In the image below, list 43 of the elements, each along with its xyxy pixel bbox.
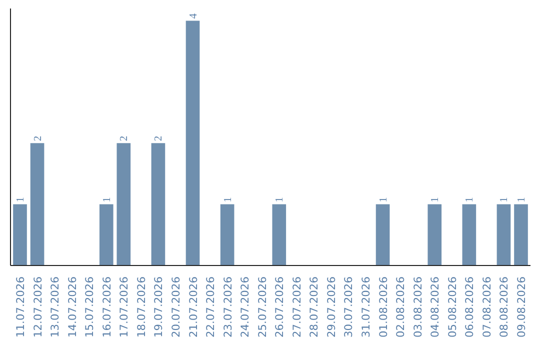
x-tick-label: 13.07.2026 [48,276,62,338]
x-tick-label: 27.07.2026 [290,276,304,338]
x-tick-label: 22.07.2026 [204,276,218,338]
data-label: 2 [119,136,130,142]
data-label: 1 [430,196,442,202]
x-tick-label: 05.08.2026 [446,276,459,338]
x-tick-label: 03.08.2026 [411,276,424,338]
x-tick-label: 02.08.2026 [394,276,408,338]
x-tick-label: 14.07.2026 [66,276,79,338]
x-tick-label: 06.08.2026 [463,276,476,338]
x-tick-label: 16.07.2026 [100,276,114,338]
x-tick-label: 04.08.2026 [428,276,442,338]
x-tick-label: 28.07.2026 [308,276,321,338]
x-tick-label: 11.07.2026 [14,276,27,338]
x-tick-label: 25.07.2026 [256,276,269,338]
x-tick-label: 12.07.2026 [31,276,44,338]
data-label: 1 [378,196,390,202]
x-tick-label: 21.07.2026 [186,276,200,338]
data-label: 1 [222,196,234,202]
data-label: 1 [499,196,510,202]
data-label: 2 [154,136,165,142]
x-tick-label: 23.07.2026 [221,276,234,338]
data-label: 1 [516,196,528,202]
x-tick-label: 19.07.2026 [152,276,166,338]
x-tick-label: 20.07.2026 [169,276,182,338]
x-tick-label: 18.07.2026 [134,276,148,338]
data-label: 4 [188,12,200,19]
data-label: 1 [102,196,113,202]
x-tick-label: 15.07.2026 [83,276,96,338]
x-tick-label: 26.07.2026 [273,276,286,338]
x-tick-label: 30.07.2026 [342,276,356,338]
x-tick-label: 07.08.2026 [480,276,494,338]
x-tick-label: 29.07.2026 [324,276,338,338]
x-tick-label: 01.08.2026 [376,276,390,338]
x-tick-label: 09.08.2026 [515,276,528,338]
x-tick-label: 17.07.2026 [118,276,131,338]
data-label: 1 [16,196,26,202]
x-tick-label: 08.08.2026 [498,276,511,338]
x-tick-label: 31.07.2026 [360,276,373,338]
data-label: 1 [274,196,286,202]
data-label: 1 [464,196,476,202]
x-tick-label: 24.07.2026 [238,276,252,338]
data-label: 2 [32,136,44,142]
